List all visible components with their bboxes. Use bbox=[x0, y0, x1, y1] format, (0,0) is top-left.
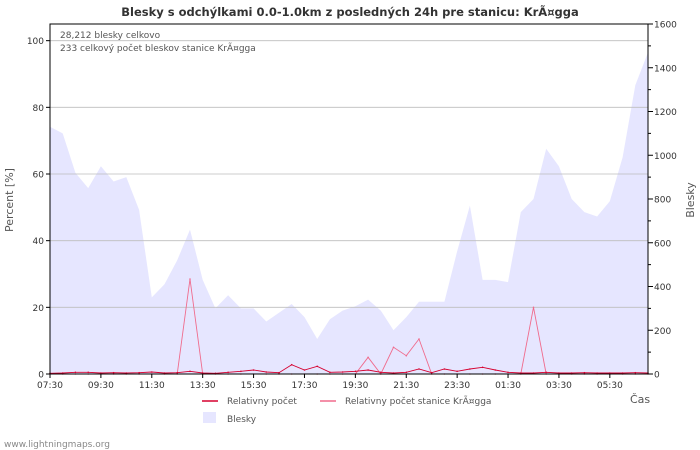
x-tick-label: 21:30 bbox=[393, 381, 419, 391]
right-axis: 0 200 400 600 800 1000 1200 1400 1600 bbox=[648, 21, 677, 381]
point-relative bbox=[481, 366, 484, 369]
point-relative bbox=[151, 371, 153, 373]
point-relative bbox=[469, 368, 471, 370]
point-relative bbox=[201, 372, 204, 374]
point-relative-station bbox=[189, 278, 191, 280]
point-relative bbox=[112, 371, 115, 374]
x-tick-label: 07:30 bbox=[37, 381, 63, 391]
x-tick-label: 11:30 bbox=[139, 381, 165, 391]
point-relative bbox=[240, 370, 242, 373]
lightning-area bbox=[50, 52, 648, 375]
left-tick-label: 100 bbox=[27, 37, 44, 47]
point-relative bbox=[634, 371, 637, 374]
right-tick-label: 1000 bbox=[654, 152, 677, 162]
left-axis: 0 20 40 60 80 100 bbox=[27, 37, 50, 381]
right-tick-label: 1400 bbox=[654, 64, 677, 74]
right-tick-label: 800 bbox=[654, 196, 671, 206]
x-tick-label: 19:30 bbox=[342, 381, 368, 391]
info-station: 233 celkový počet bleskov stanice KrÃ¤gg… bbox=[60, 43, 256, 54]
point-relative bbox=[278, 371, 280, 374]
x-tick-label: 03:30 bbox=[546, 381, 572, 391]
point-relative bbox=[507, 371, 509, 374]
point-relative bbox=[87, 371, 89, 374]
point-relative-station bbox=[418, 338, 420, 340]
legend: Relativny počet Relativny počet stanice … bbox=[202, 396, 491, 425]
x-axis: 07:30 09:30 11:30 13:30 15:30 17:30 19:30 21:30… bbox=[37, 374, 623, 391]
point-relative bbox=[125, 372, 128, 374]
point-relative-station bbox=[392, 346, 395, 349]
point-relative bbox=[532, 372, 535, 374]
point-relative bbox=[252, 369, 255, 371]
x-tick-label: 13:30 bbox=[190, 381, 216, 391]
y-axis-left-label: Percent [%] bbox=[3, 168, 16, 232]
y-axis-right-label: Blesky bbox=[684, 182, 697, 218]
point-relative-station bbox=[532, 306, 535, 309]
legend-swatch-lightning bbox=[203, 412, 216, 423]
right-tick-label: 1600 bbox=[654, 21, 677, 31]
point-relative bbox=[596, 372, 598, 374]
point-relative bbox=[74, 371, 77, 374]
left-tick-label: 20 bbox=[33, 304, 45, 314]
line-relative bbox=[49, 364, 649, 374]
point-relative bbox=[367, 369, 369, 371]
point-relative bbox=[558, 372, 560, 374]
legend-label-relative: Relativny počet bbox=[227, 396, 297, 407]
right-tick-label: 200 bbox=[654, 327, 671, 337]
point-relative bbox=[61, 372, 64, 374]
left-tick-label: 80 bbox=[33, 104, 45, 114]
point-relative bbox=[227, 371, 229, 374]
point-relative bbox=[380, 371, 382, 374]
x-tick-label: 23:30 bbox=[444, 381, 470, 391]
point-relative bbox=[430, 371, 433, 374]
point-relative bbox=[520, 372, 522, 374]
point-relative bbox=[621, 372, 624, 374]
watermark: www.lightningmaps.org bbox=[4, 440, 110, 450]
point-relative bbox=[100, 372, 102, 374]
point-relative bbox=[290, 363, 293, 366]
point-relative bbox=[176, 371, 178, 374]
point-relative bbox=[392, 372, 395, 374]
x-tick-label: 09:30 bbox=[88, 381, 114, 391]
point-relative bbox=[545, 371, 547, 374]
point-relative bbox=[405, 371, 408, 374]
chart-title: Blesky s odchýlkami 0.0-1.0km z posledný… bbox=[121, 4, 579, 19]
left-tick-label: 40 bbox=[33, 237, 45, 247]
point-relative bbox=[456, 370, 458, 373]
x-tick-label: 15:30 bbox=[241, 381, 267, 391]
point-relative bbox=[418, 368, 420, 370]
grid-layer bbox=[50, 40, 648, 308]
point-relative bbox=[354, 370, 357, 373]
point-relative bbox=[303, 369, 306, 371]
area-layer bbox=[50, 52, 648, 375]
legend-label-lightning: Blesky bbox=[227, 415, 257, 425]
point-relative bbox=[494, 369, 497, 371]
point-relative bbox=[163, 372, 166, 374]
right-tick-label: 400 bbox=[654, 283, 671, 293]
point-relative bbox=[138, 371, 140, 374]
left-tick-label: 0 bbox=[38, 371, 44, 381]
x-tick-label: 01:30 bbox=[495, 381, 521, 391]
point-relative bbox=[316, 365, 319, 368]
point-relative bbox=[443, 368, 446, 370]
point-relative bbox=[189, 370, 191, 373]
legend-label-relative-station: Relativny počet stanice KrÃ¤gga bbox=[345, 396, 491, 407]
right-tick-label: 0 bbox=[654, 371, 660, 381]
info-total: 28,212 blesky celkovo bbox=[60, 31, 161, 41]
point-relative bbox=[265, 371, 268, 373]
right-tick-label: 600 bbox=[654, 239, 671, 249]
right-tick-label: 1200 bbox=[654, 108, 677, 118]
left-tick-label: 60 bbox=[33, 171, 45, 181]
x-tick-label: 05:30 bbox=[597, 381, 623, 391]
point-relative bbox=[329, 371, 331, 374]
point-relative-station bbox=[367, 356, 369, 359]
point-relative bbox=[583, 371, 586, 374]
point-relative bbox=[341, 371, 344, 373]
x-tick-label: 17:30 bbox=[291, 381, 317, 391]
point-relative bbox=[609, 372, 611, 374]
point-relative bbox=[570, 372, 573, 374]
x-axis-label: Čas bbox=[630, 393, 650, 406]
point-relative-station bbox=[405, 354, 408, 357]
